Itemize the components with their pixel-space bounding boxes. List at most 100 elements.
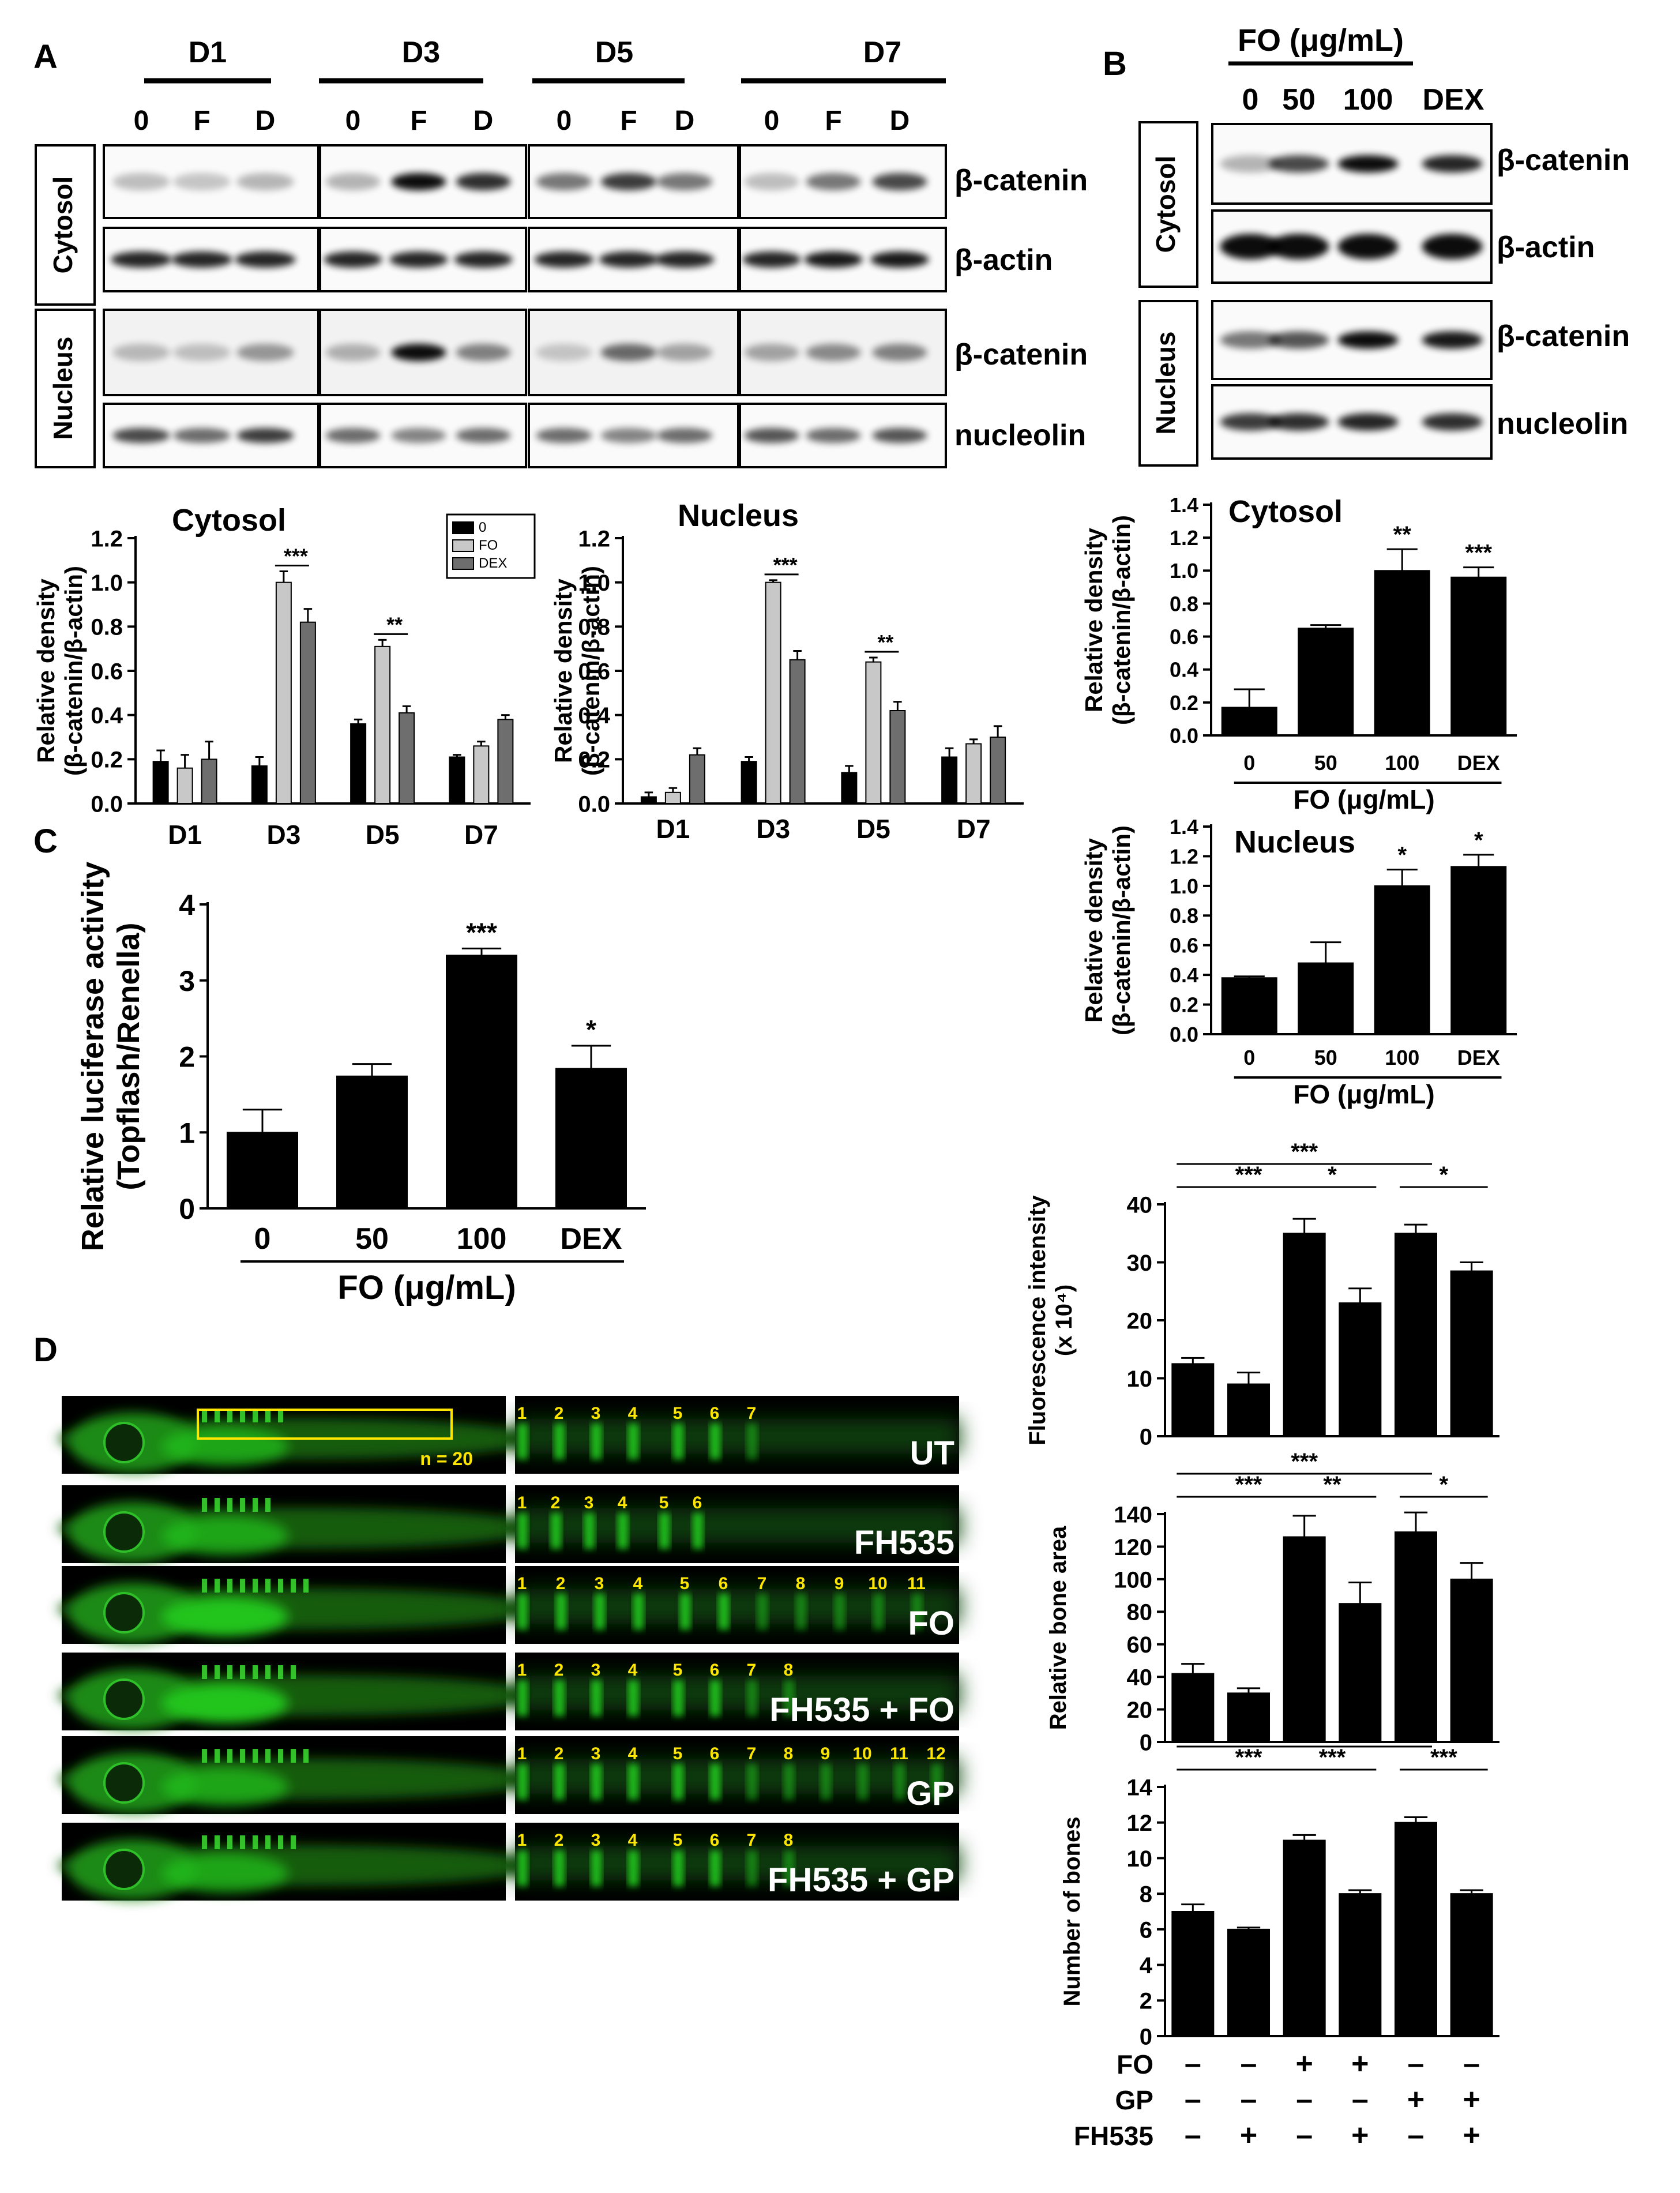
vertebra-glow xyxy=(835,1594,845,1629)
treatment-sign: + xyxy=(1463,2119,1480,2152)
band-core xyxy=(656,173,713,190)
vertebra-number: 9 xyxy=(835,1574,844,1593)
vertebra-glow xyxy=(784,1850,794,1886)
vertebra-number: 3 xyxy=(595,1574,604,1593)
y-tick-label: 14 xyxy=(1127,1775,1153,1800)
band-core xyxy=(236,428,294,443)
band-core xyxy=(112,344,170,361)
vertebra-mark xyxy=(215,1498,220,1512)
band-core xyxy=(173,173,231,190)
treatment-sign: – xyxy=(1185,2047,1201,2081)
band-label: β-catenin xyxy=(1497,144,1630,177)
band-core xyxy=(325,173,381,190)
vertebra-mark xyxy=(278,1579,283,1593)
band-core xyxy=(236,344,294,361)
blot-band xyxy=(454,251,513,268)
band-core xyxy=(1220,413,1281,431)
blot-band xyxy=(656,173,713,190)
band-core xyxy=(1337,155,1399,172)
significance-star: *** xyxy=(1235,1472,1262,1497)
fish-row-label: FH535 + GP xyxy=(768,1861,954,1899)
vertebra-glow xyxy=(517,1850,528,1886)
y-tick-label: 0 xyxy=(1140,2024,1152,2049)
vertebra-glow xyxy=(873,1594,884,1629)
vertebra-glow xyxy=(747,1424,757,1459)
band-core xyxy=(235,251,296,268)
band-core xyxy=(742,251,801,268)
band-core xyxy=(112,173,170,190)
blot-band xyxy=(1422,155,1483,172)
band-core xyxy=(806,344,861,361)
y-tick-label: 1.4 xyxy=(1170,493,1198,517)
y-tick-label: 1.2 xyxy=(578,526,610,551)
y-axis-label: (β-catenin/β-actin) xyxy=(1108,515,1135,725)
panel-letter-d: D xyxy=(33,1331,58,1369)
y-tick-label: 0.4 xyxy=(1170,963,1198,987)
band-core xyxy=(1220,155,1281,172)
fraction-box xyxy=(1138,121,1198,288)
x-tick-label: D1 xyxy=(168,820,202,850)
lane-label: D xyxy=(473,106,494,136)
vertebra-glow xyxy=(673,1424,683,1459)
vertebra-number: 11 xyxy=(890,1744,908,1763)
blot-header: FO (μg/mL) xyxy=(1238,23,1404,58)
band-core xyxy=(391,428,446,443)
vertebra-mark xyxy=(202,1749,207,1763)
treatment-label: FO xyxy=(1117,2049,1153,2079)
bar-main-1 xyxy=(1227,1383,1270,1437)
x-tick-label: DEX xyxy=(561,1222,622,1256)
vertebra-number: 2 xyxy=(554,1744,564,1763)
bar-FO-0 xyxy=(664,791,681,805)
vertebra-glow xyxy=(784,1680,794,1716)
band-core xyxy=(324,251,382,268)
band-core xyxy=(536,173,592,190)
fish-closeup-image: 1 2 3 4 5 6 7 8 9 10 11 FO xyxy=(515,1566,959,1644)
y-tick-label: 100 xyxy=(1114,1567,1152,1593)
band-core xyxy=(655,251,715,268)
y-axis-label: Fluorescence intensity xyxy=(1025,1195,1050,1445)
band-core xyxy=(325,428,381,443)
blot-band xyxy=(872,428,927,443)
blot-band xyxy=(600,173,657,190)
treatment-table: FO – – + + – –GP – – – – + +FH535– + – + – + xyxy=(1074,2047,1480,2152)
fish-gut-glow xyxy=(161,1683,288,1723)
blot-band xyxy=(235,251,296,268)
bar-main-0 xyxy=(227,1132,298,1209)
fish-eye xyxy=(103,1678,145,1720)
lane-label: 0 xyxy=(1242,83,1259,117)
treatment-sign: – xyxy=(1241,2083,1257,2116)
x-tick-label: D1 xyxy=(656,814,690,844)
x-tick-label: DEX xyxy=(1457,751,1500,775)
day-label: D5 xyxy=(595,36,633,69)
vertebra-mark xyxy=(265,1579,270,1593)
bar-FO-1 xyxy=(275,581,292,805)
blot-band xyxy=(324,251,382,268)
vertebra-number: 5 xyxy=(673,1831,683,1850)
blot-band xyxy=(389,251,448,268)
band-core xyxy=(1337,234,1399,260)
vertebra-number: 1 xyxy=(517,1661,527,1680)
vertebra-glow xyxy=(673,1680,683,1716)
vertebra-number: 1 xyxy=(517,1744,527,1763)
vertebra-glow xyxy=(710,1850,720,1886)
significance-star: *** xyxy=(1235,1162,1262,1188)
band-core xyxy=(112,428,170,443)
vertebra-mark xyxy=(240,1835,245,1849)
band-core xyxy=(1422,155,1483,172)
vertebra-glow xyxy=(693,1513,703,1549)
band-core xyxy=(111,251,172,268)
blot-band xyxy=(456,173,511,190)
band-core xyxy=(744,428,799,443)
band-core xyxy=(536,344,592,361)
significance-star: ** xyxy=(386,613,403,636)
vertebra-glow xyxy=(595,1594,605,1629)
bar-main-3 xyxy=(1450,576,1507,736)
chart-title: Cytosol xyxy=(1228,494,1343,529)
y-tick-label: 40 xyxy=(1127,1665,1153,1691)
vertebra-mark xyxy=(215,1835,220,1849)
band-label: nucleolin xyxy=(954,419,1086,452)
vertebra-number: 2 xyxy=(556,1574,566,1593)
vertebra-mark xyxy=(278,1409,283,1422)
chart-legend: 0 FO DEX xyxy=(446,513,536,579)
